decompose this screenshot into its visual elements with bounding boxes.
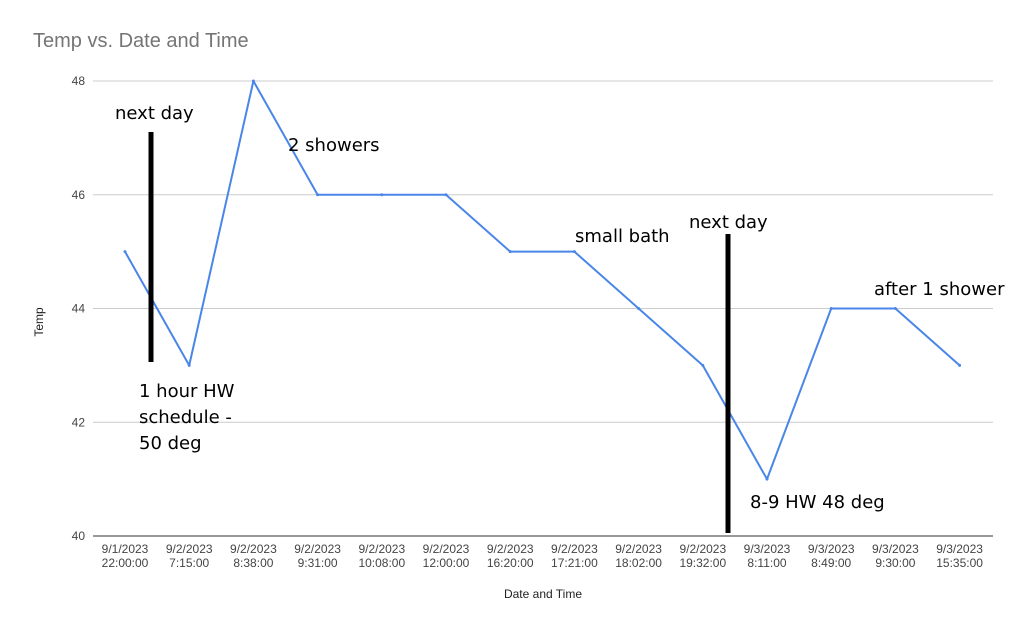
annotation-text: next day xyxy=(115,103,194,124)
annotation-text: 1 hour HW schedule -50 deg xyxy=(139,381,235,454)
data-point xyxy=(893,307,897,310)
x-axis-title: Date and Time xyxy=(504,587,582,601)
data-point xyxy=(958,363,962,367)
x-tick-label: 9/2/2023 9:31:00 xyxy=(294,542,341,570)
data-point xyxy=(701,363,705,367)
annotation-text: 8-9 HW 48 deg xyxy=(750,492,885,513)
x-tick-label: 9/2/2023 12:00:00 xyxy=(423,542,470,570)
x-tick-label: 9/2/2023 10:08:00 xyxy=(358,542,405,570)
x-tick-label: 9/2/2023 17:21:00 xyxy=(551,542,598,570)
data-point xyxy=(637,307,641,310)
x-tick-label: 9/2/2023 19:32:00 xyxy=(679,542,726,570)
x-tick-label: 9/1/2023 22:00:00 xyxy=(102,542,149,570)
y-tick-label: 48 xyxy=(72,74,86,88)
data-point xyxy=(380,193,384,197)
data-point xyxy=(123,250,127,254)
x-tick-label: 9/3/2023 15:35:00 xyxy=(936,542,983,570)
x-tick-label: 9/2/2023 18:02:00 xyxy=(615,542,662,570)
series-line xyxy=(124,80,961,481)
x-tick-label: 9/2/2023 16:20:00 xyxy=(487,542,534,570)
annotation-text: after 1 shower xyxy=(874,279,1005,300)
data-point xyxy=(829,307,833,310)
data-point xyxy=(444,193,448,197)
y-axis-title: Temp xyxy=(32,307,46,337)
data-point xyxy=(765,477,769,481)
data-point xyxy=(508,250,512,254)
annotation-text: next day xyxy=(689,212,768,233)
data-point xyxy=(187,363,191,367)
y-tick-label: 40 xyxy=(72,529,86,543)
y-tick-label: 46 xyxy=(72,188,86,202)
chart-title: Temp vs. Date and Time xyxy=(33,30,249,52)
y-tick-label: 44 xyxy=(72,302,86,316)
x-tick-label: 9/2/2023 7:15:00 xyxy=(166,542,213,570)
data-point xyxy=(572,250,576,254)
x-tick-label: 9/3/2023 8:11:00 xyxy=(744,542,791,570)
data-point xyxy=(316,193,320,197)
x-tick-label: 9/3/2023 9:30:00 xyxy=(872,542,919,570)
y-tick-label: 42 xyxy=(72,415,86,429)
x-tick-label: 9/3/2023 8:49:00 xyxy=(808,542,855,570)
annotation-text: 2 showers xyxy=(288,135,380,156)
data-point xyxy=(251,79,255,83)
x-tick-label: 9/2/2023 8:38:00 xyxy=(230,542,277,570)
annotation-text: small bath xyxy=(575,226,670,247)
